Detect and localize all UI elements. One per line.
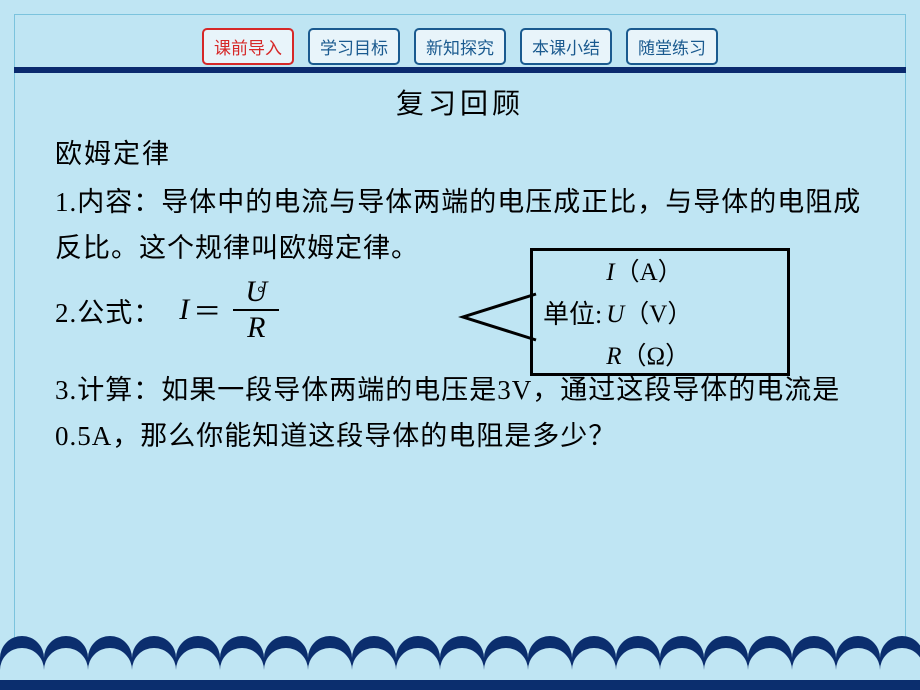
callout-label: 单位:	[543, 294, 602, 331]
units-callout: 单位: I（A） U（V） R（Ω）	[530, 248, 795, 378]
tab-summary[interactable]: 本课小结	[520, 28, 612, 65]
item3-text: 3.计算：如果一段导体两端的电压是3V，通过这段导体的电流是0.5A，那么你能知…	[55, 367, 865, 459]
subtitle: 欧姆定律	[55, 132, 865, 171]
tab-intro[interactable]: 课前导入	[202, 28, 294, 65]
tab-objectives[interactable]: 学习目标	[308, 28, 400, 65]
unit-item-U: U（V）	[606, 294, 692, 330]
header-separator	[14, 67, 906, 73]
unit-item-I: I（A）	[606, 252, 692, 288]
callout-pointer-icon	[458, 292, 538, 342]
formula-den: R	[241, 311, 271, 345]
decorative-dot: 。	[257, 271, 275, 297]
tab-explore[interactable]: 新知探究	[414, 28, 506, 65]
callout-box: 单位: I（A） U（V） R（Ω）	[530, 248, 790, 376]
footer-waves-icon	[0, 630, 920, 690]
unit-item-R: R（Ω）	[606, 336, 692, 372]
review-title: 复习回顾	[55, 82, 865, 122]
tab-practice[interactable]: 随堂练习	[626, 28, 718, 65]
unit-list: I（A） U（V） R（Ω）	[606, 252, 692, 372]
item2-label: 2.公式：	[55, 291, 161, 330]
formula-lhs: I	[179, 293, 189, 327]
tabs-container: 课前导入 学习目标 新知探究 本课小结 随堂练习	[0, 28, 920, 65]
formula-eq: ＝	[193, 290, 221, 330]
